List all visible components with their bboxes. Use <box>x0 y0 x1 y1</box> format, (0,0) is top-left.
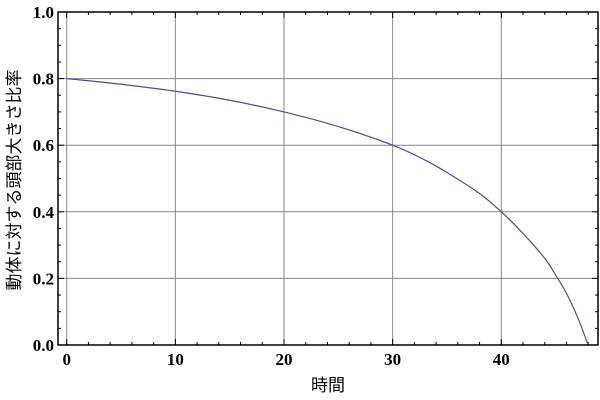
y-tick-label: 0.6 <box>33 136 54 155</box>
x-tick-label: 10 <box>167 350 184 369</box>
x-tick-label: 30 <box>384 350 401 369</box>
x-tick-label: 0 <box>62 350 71 369</box>
tick-marks <box>58 11 598 346</box>
y-tick-label: 0.4 <box>33 203 55 222</box>
grid <box>58 12 598 345</box>
x-tick-label: 20 <box>275 350 292 369</box>
series-line <box>66 78 589 346</box>
y-axis-label: 動体に対する頭部大きさ比率 <box>5 70 25 291</box>
tick-labels: 0 10 20 30 40 0.0 0.2 0.4 0.6 0.8 1.0 <box>33 3 510 369</box>
plot-frame <box>57 11 599 346</box>
y-tick-label: 0.2 <box>33 269 54 288</box>
y-tick-label: 0.0 <box>33 336 54 355</box>
series-layer <box>66 78 589 346</box>
y-tick-label: 0.8 <box>33 70 54 89</box>
x-tick-label: 40 <box>493 350 510 369</box>
x-axis-label: 時間 <box>311 376 345 396</box>
y-tick-label: 1.0 <box>33 3 54 22</box>
